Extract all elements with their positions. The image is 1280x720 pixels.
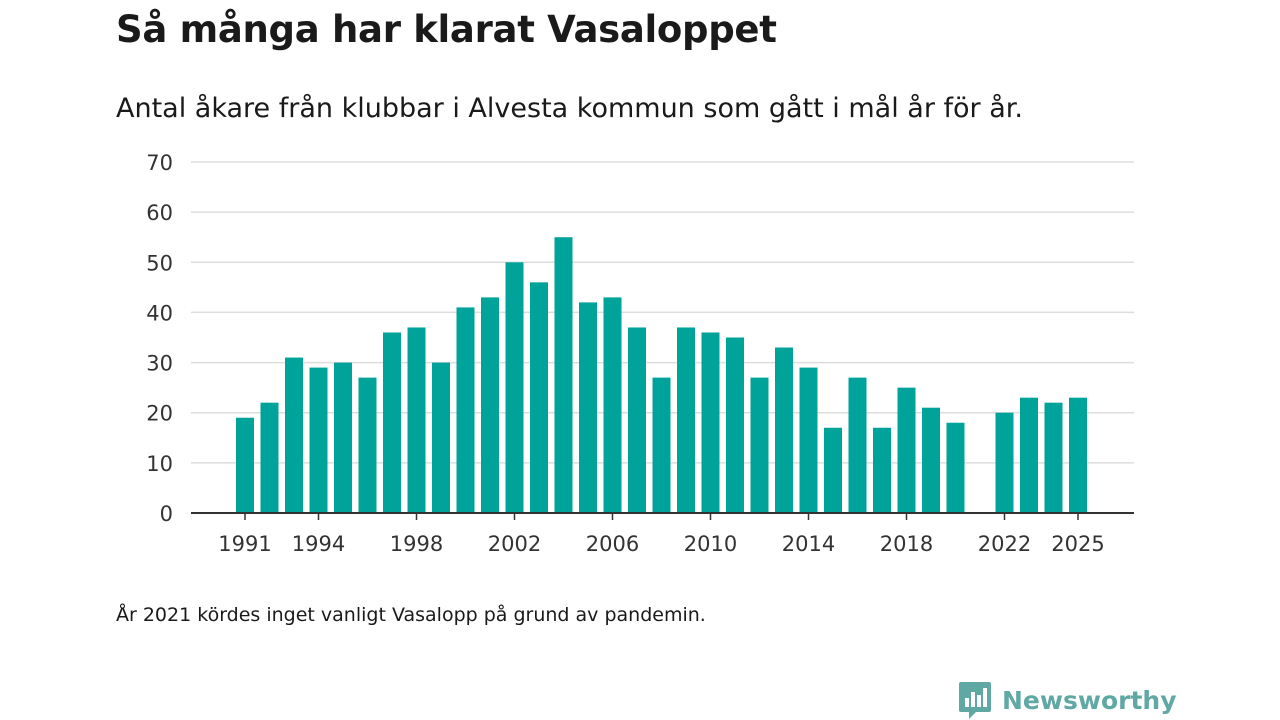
bar-2012: [750, 377, 769, 513]
bar-2003: [530, 282, 548, 513]
bar-1993: [285, 357, 303, 513]
newsworthy-logo[interactable]: Newsworthy: [958, 680, 1177, 720]
bar-2017: [873, 427, 891, 513]
bar-2006: [603, 297, 622, 513]
chart-title: Så många har klarat Vasaloppet: [116, 8, 777, 51]
bar-chart: 0 10 20 30 40 50 60 70 1991 1994 1998 2002 2006 2010…: [146, 151, 1134, 556]
bar-2020: [946, 422, 965, 513]
bar-1999: [432, 362, 450, 513]
x-tick-label: 1994: [292, 532, 345, 556]
brand-name: Newsworthy: [1002, 685, 1177, 715]
bar-2024: [1044, 402, 1063, 513]
chart-subtitle: Antal åkare från klubbar i Alvesta kommu…: [116, 93, 1023, 124]
bar-2008: [652, 377, 671, 513]
bar-1996: [358, 377, 377, 513]
x-tick-label: 2025: [1051, 532, 1104, 556]
bar-2010: [701, 332, 720, 513]
x-tick-label: 2010: [684, 532, 737, 556]
bar-2002: [505, 262, 524, 513]
x-tick-label: 2022: [978, 532, 1031, 556]
bar-2022: [995, 412, 1014, 513]
x-tick-label: 2002: [488, 532, 541, 556]
bar-2009: [677, 327, 695, 513]
y-axis-labels: 0 10 20 30 40 50 60 70: [146, 151, 173, 526]
bar-1998: [407, 327, 426, 513]
y-tick-label: 40: [146, 301, 173, 325]
x-tick-label: 1998: [390, 532, 443, 556]
bar-2014: [799, 367, 818, 513]
x-axis: [191, 512, 1134, 520]
y-tick-label: 60: [146, 201, 173, 225]
bar-1991: [236, 417, 254, 513]
y-tick-label: 10: [146, 452, 173, 476]
newsworthy-icon: [959, 682, 991, 719]
bar-2015: [824, 427, 842, 513]
y-tick-label: 0: [160, 502, 173, 526]
x-tick-label: 2018: [880, 532, 933, 556]
bars: [236, 237, 1087, 513]
bar-1995: [334, 362, 352, 513]
bar-2023: [1020, 397, 1038, 513]
bar-1992: [260, 402, 279, 513]
footnote: År 2021 kördes inget vanligt Vasalopp på…: [116, 604, 706, 626]
x-axis-labels: 1991 1994 1998 2002 2006 2010 2014 2018 2022 2025: [218, 532, 1104, 556]
bar-2005: [579, 302, 597, 513]
bar-2004: [554, 237, 573, 513]
bar-2001: [481, 297, 499, 513]
x-tick-label: 2014: [782, 532, 835, 556]
y-tick-label: 70: [146, 151, 173, 175]
x-tick-label: 1991: [218, 532, 271, 556]
bar-2025: [1069, 397, 1087, 513]
bar-2016: [848, 377, 867, 513]
bar-2007: [628, 327, 646, 513]
bar-2013: [775, 347, 793, 513]
y-tick-label: 30: [146, 352, 173, 376]
bar-1994: [309, 367, 328, 513]
bar-1997: [383, 332, 401, 513]
x-tick-label: 2006: [586, 532, 639, 556]
bar-2018: [897, 387, 916, 513]
y-tick-label: 20: [146, 402, 173, 426]
bar-2000: [456, 307, 475, 513]
bar-2019: [922, 407, 940, 513]
bar-2011: [726, 337, 744, 513]
y-tick-label: 50: [146, 251, 173, 275]
